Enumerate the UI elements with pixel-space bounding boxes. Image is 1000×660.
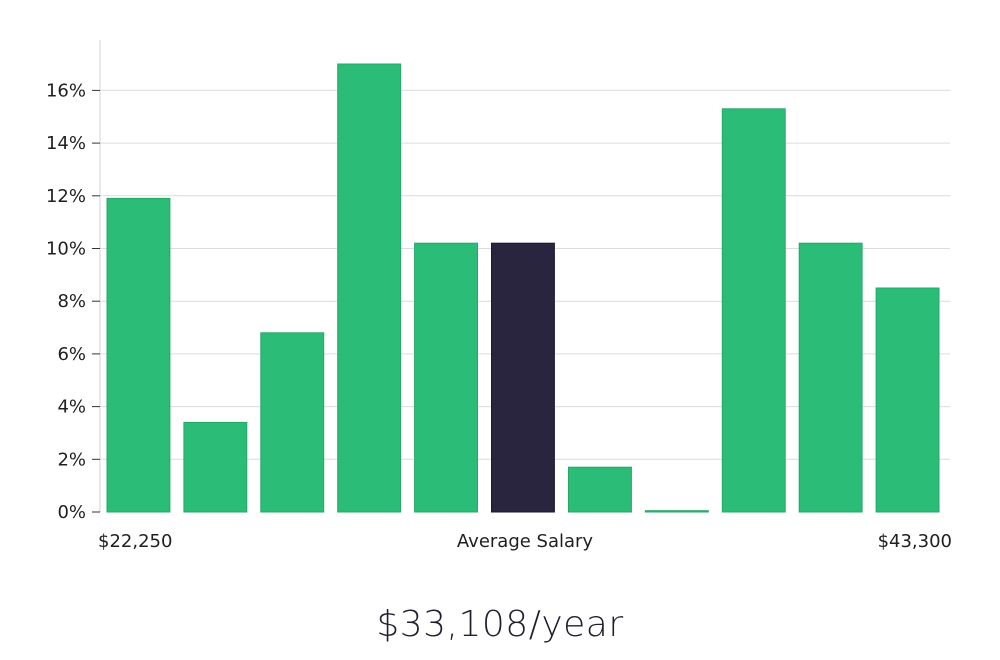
bar-average bbox=[491, 242, 555, 513]
bar bbox=[798, 242, 863, 513]
average-salary-value: $33,108/year bbox=[376, 604, 624, 645]
bar bbox=[875, 287, 940, 513]
bar bbox=[568, 466, 632, 513]
bar bbox=[721, 108, 786, 513]
bar bbox=[183, 421, 248, 513]
y-tick-label: 8% bbox=[57, 291, 86, 312]
x-axis-title: Average Salary bbox=[457, 531, 594, 552]
y-tick-label: 4% bbox=[57, 397, 86, 418]
x-min-label: $22,250 bbox=[98, 531, 172, 552]
y-tick-labels: 0% 2% 4% 6% 8% 10% 12% 14% 16% bbox=[46, 80, 100, 523]
bar bbox=[414, 242, 479, 513]
y-tick-label: 0% bbox=[57, 502, 86, 523]
y-tick-label: 6% bbox=[57, 344, 86, 365]
salary-histogram: 0% 2% 4% 6% 8% 10% 12% 14% 16% $22,250 Average S… bbox=[46, 40, 952, 552]
bar bbox=[260, 332, 325, 513]
y-tick-label: 16% bbox=[46, 80, 86, 101]
y-tick-label: 12% bbox=[46, 186, 86, 207]
y-tick-label: 14% bbox=[46, 133, 86, 154]
bar bbox=[337, 63, 402, 513]
y-tick-label: 10% bbox=[46, 239, 86, 260]
bar bbox=[106, 197, 171, 513]
bar bbox=[644, 510, 709, 513]
x-max-label: $43,300 bbox=[878, 531, 952, 552]
y-tick-label: 2% bbox=[57, 449, 86, 470]
bars bbox=[106, 63, 940, 513]
